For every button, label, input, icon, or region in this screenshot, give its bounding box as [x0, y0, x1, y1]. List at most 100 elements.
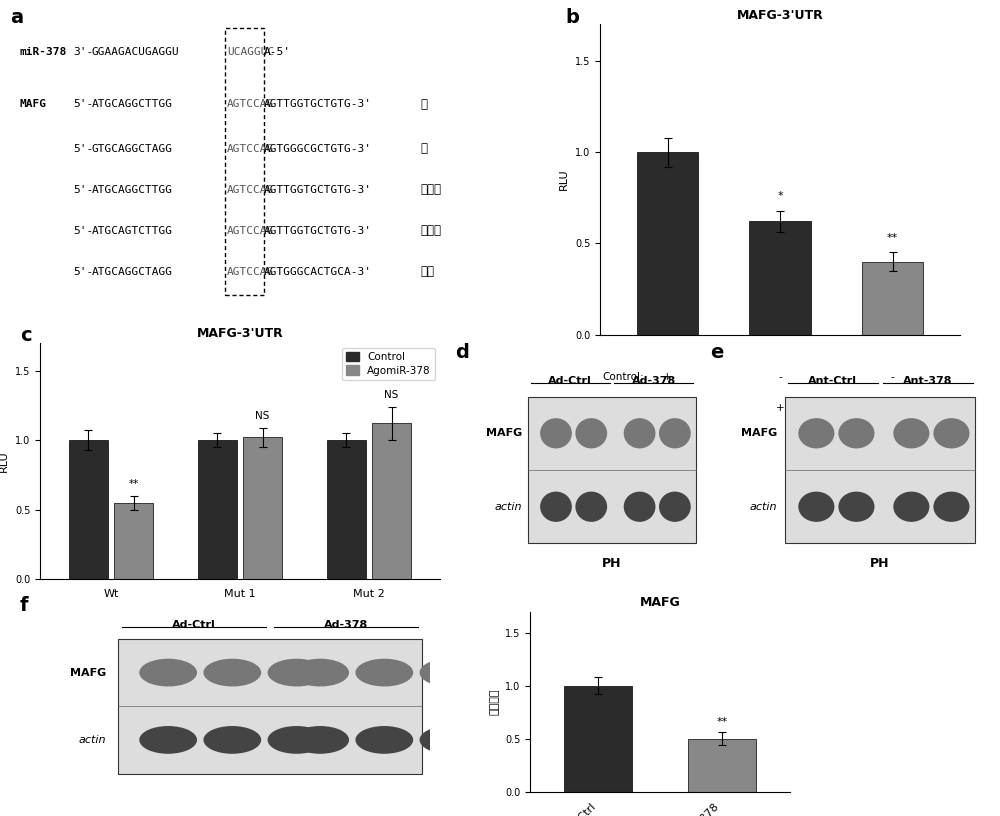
Text: Ad-Ctrl: Ad-Ctrl [548, 376, 592, 386]
Text: c: c [20, 326, 32, 345]
Ellipse shape [139, 726, 197, 754]
Ellipse shape [203, 726, 261, 754]
Text: b: b [565, 8, 579, 27]
Ellipse shape [420, 726, 477, 754]
Text: AGTTGGTGCTGTG-3': AGTTGGTGCTGTG-3' [264, 226, 372, 236]
Ellipse shape [659, 418, 691, 449]
Bar [225, 28, 264, 295]
Bar [749, 221, 811, 335]
Text: AGTCCAG: AGTCCAG [227, 226, 274, 236]
Bar [114, 503, 153, 579]
Text: -: - [891, 372, 894, 382]
Text: NS: NS [255, 410, 270, 421]
Text: AGTGGGCGCTGTG-3': AGTGGGCGCTGTG-3' [264, 144, 372, 153]
Text: AGTGGGCACTGCA-3': AGTGGGCACTGCA-3' [264, 267, 372, 277]
Bar [243, 437, 282, 579]
Ellipse shape [838, 418, 874, 449]
Text: miR-378: miR-378 [20, 47, 67, 56]
Ellipse shape [933, 491, 969, 522]
Text: NS: NS [384, 390, 399, 400]
Text: PH: PH [602, 557, 622, 570]
Text: **: ** [887, 233, 898, 243]
Ellipse shape [291, 726, 349, 754]
Text: Ad-Ctrl: Ad-Ctrl [172, 620, 216, 630]
Text: e: e [710, 343, 723, 361]
Text: ATGCAGGCTTGG: ATGCAGGCTTGG [91, 100, 172, 109]
Text: f: f [20, 596, 28, 614]
Text: AGTCCAG: AGTCCAG [227, 184, 274, 195]
Bar [862, 262, 923, 335]
Text: 5'-: 5'- [73, 267, 93, 277]
Ellipse shape [575, 418, 607, 449]
Ellipse shape [798, 491, 834, 522]
Text: actin: actin [494, 502, 522, 512]
Ellipse shape [420, 659, 477, 686]
Y-axis label: 相对水平: 相对水平 [489, 689, 499, 715]
Text: 恒河猴: 恒河猴 [420, 224, 441, 237]
Text: A-5': A-5' [264, 47, 291, 56]
Text: 黑猴猴: 黑猴猴 [420, 183, 441, 196]
Ellipse shape [540, 418, 572, 449]
Text: AGTCCAG: AGTCCAG [227, 100, 274, 109]
Text: MAFG: MAFG [20, 100, 47, 109]
Text: -: - [666, 403, 669, 413]
Legend: Control, AgomiR-378: Control, AgomiR-378 [342, 348, 435, 379]
Text: 仓鼠: 仓鼠 [420, 265, 434, 278]
Ellipse shape [838, 491, 874, 522]
Ellipse shape [659, 491, 691, 522]
Bar [785, 397, 975, 543]
Ellipse shape [139, 659, 197, 686]
Text: +: + [776, 403, 784, 413]
Text: AGTCCAG: AGTCCAG [227, 267, 274, 277]
Text: 5'-: 5'- [73, 184, 93, 195]
Text: AGTTGGTGCTGTG-3': AGTTGGTGCTGTG-3' [264, 100, 372, 109]
Bar [327, 440, 366, 579]
Text: 3'-: 3'- [73, 47, 93, 56]
Text: AGTCCAG: AGTCCAG [227, 144, 274, 153]
Ellipse shape [540, 491, 572, 522]
Ellipse shape [575, 491, 607, 522]
Text: ATGCAGTCTTGG: ATGCAGTCTTGG [91, 226, 172, 236]
Bar [564, 686, 632, 792]
Text: AGTTGGTGCTGTG-3': AGTTGGTGCTGTG-3' [264, 184, 372, 195]
Text: 人: 人 [420, 98, 427, 111]
Ellipse shape [893, 491, 929, 522]
Ellipse shape [624, 418, 655, 449]
Text: 5'-: 5'- [73, 226, 93, 236]
Text: UCAGGUC: UCAGGUC [227, 47, 274, 56]
Text: **: ** [128, 479, 139, 489]
Text: Ant-378: Ant-378 [903, 376, 952, 386]
Bar [372, 424, 411, 579]
Ellipse shape [893, 418, 929, 449]
Text: MAFG: MAFG [70, 667, 106, 677]
Bar [69, 440, 108, 579]
Text: GGAAGACUGAGGU: GGAAGACUGAGGU [91, 47, 179, 56]
Ellipse shape [291, 659, 349, 686]
Ellipse shape [355, 659, 413, 686]
Text: AgomiR-378:: AgomiR-378: [602, 403, 670, 413]
Bar [637, 152, 698, 335]
Text: **: ** [716, 717, 728, 727]
Y-axis label: RLU: RLU [0, 450, 9, 472]
Text: a: a [10, 8, 23, 27]
Text: actin: actin [750, 502, 778, 512]
Text: MAFG: MAFG [741, 428, 778, 438]
Ellipse shape [268, 726, 325, 754]
Ellipse shape [355, 726, 413, 754]
Text: +: + [888, 403, 897, 413]
Bar [198, 440, 237, 579]
Polygon shape [808, 415, 960, 437]
Title: MAFG: MAFG [640, 596, 680, 610]
Y-axis label: RLU: RLU [559, 169, 569, 190]
Text: Ad-378: Ad-378 [324, 620, 368, 630]
Text: -: - [778, 372, 782, 382]
Text: Ant-Ctrl: Ant-Ctrl [808, 376, 857, 386]
Ellipse shape [624, 491, 655, 522]
Text: d: d [455, 343, 469, 361]
Text: *: * [777, 192, 783, 202]
Text: ATGCAGGCTAGG: ATGCAGGCTAGG [91, 267, 172, 277]
Ellipse shape [203, 659, 261, 686]
Ellipse shape [933, 418, 969, 449]
Text: actin: actin [79, 735, 106, 745]
Title: MAFG-3'UTR: MAFG-3'UTR [197, 327, 283, 340]
